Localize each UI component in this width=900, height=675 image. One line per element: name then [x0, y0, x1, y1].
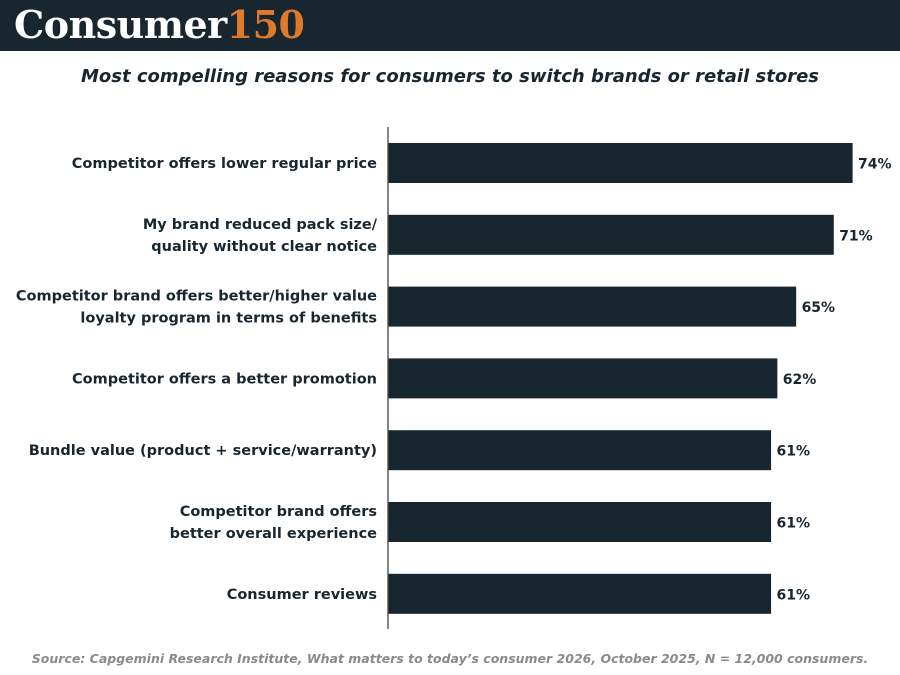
- value-label-6: 61%: [776, 516, 810, 532]
- category-label-7: Consumer reviews: [227, 587, 377, 603]
- category-label-1: Competitor offers lower regular price: [72, 156, 377, 172]
- category-label-5: Bundle value (product + service/warranty…: [29, 443, 377, 459]
- category-label-3: Competitor brand offers better/higher va…: [16, 289, 377, 327]
- brand-number: 150: [226, 2, 305, 47]
- header-bar: Consumer150: [0, 0, 900, 51]
- bar-1: [388, 143, 853, 183]
- bar-2: [388, 214, 834, 255]
- value-label-7: 61%: [776, 587, 810, 603]
- chart-subtitle: Most compelling reasons for consumers to…: [81, 66, 819, 87]
- bar-3: [388, 286, 797, 327]
- bar-7: [388, 573, 772, 614]
- value-label-2: 71%: [839, 228, 873, 244]
- value-label-5: 61%: [776, 444, 810, 460]
- brand-word: Consumer: [14, 2, 227, 47]
- category-label-6: Competitor brand offers better overall ex…: [170, 504, 378, 542]
- category-label-4: Competitor offers a better promotion: [72, 371, 377, 387]
- value-label-3: 65%: [802, 300, 836, 316]
- source-note: Source: Capgemini Research Institute, Wh…: [31, 651, 869, 666]
- category-label-2: My brand reduced pack size/quality witho…: [143, 217, 378, 255]
- bar-5: [388, 430, 772, 471]
- value-label-4: 62%: [783, 372, 817, 388]
- brand-logo: Consumer150: [14, 2, 305, 48]
- bar-4: [388, 358, 778, 399]
- bar-6: [388, 502, 772, 542]
- value-label-1: 74%: [858, 157, 892, 173]
